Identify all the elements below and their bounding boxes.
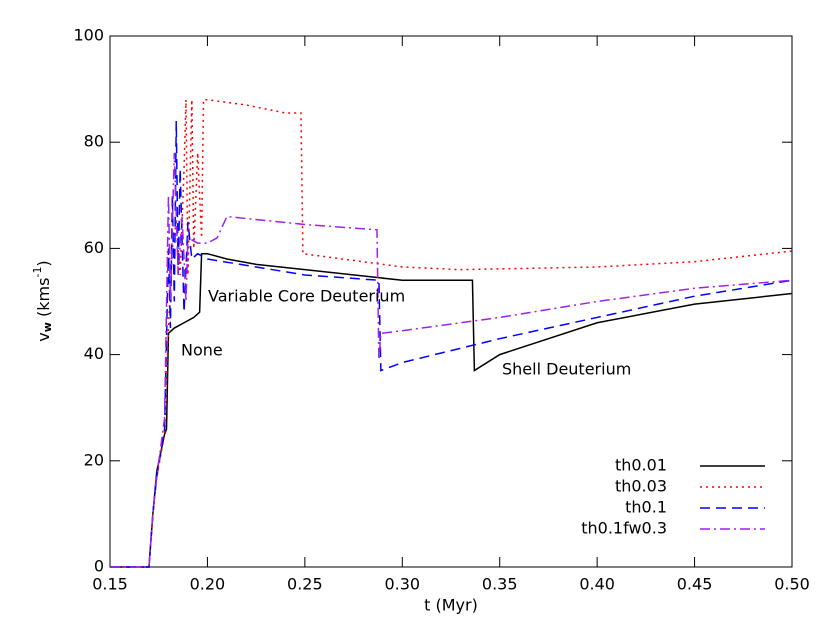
data-line bbox=[110, 120, 793, 568]
x-tick-label: 0.50 bbox=[774, 575, 810, 594]
x-tick-label: 0.15 bbox=[92, 575, 128, 594]
y-label-sup: -1 bbox=[31, 267, 44, 278]
y-label-main: v bbox=[34, 332, 53, 341]
legend-label: th0.01 bbox=[615, 456, 667, 475]
y-tick-label: 0 bbox=[94, 557, 104, 576]
y-tick-label: 40 bbox=[84, 344, 104, 363]
annotation: Variable Core Deuterium bbox=[208, 287, 405, 306]
legend-label: th0.1 bbox=[625, 498, 667, 517]
x-tick-label: 0.35 bbox=[482, 575, 518, 594]
x-tick-label: 0.40 bbox=[579, 575, 615, 594]
legend-label: th0.03 bbox=[615, 477, 667, 496]
y-tick-label: 100 bbox=[73, 26, 104, 45]
annotation: Shell Deuterium bbox=[502, 360, 631, 379]
x-tick-label: 0.30 bbox=[384, 575, 420, 594]
y-label-close: ) bbox=[34, 260, 53, 266]
y-tick-label: 20 bbox=[84, 450, 104, 469]
plot-frame bbox=[109, 35, 793, 568]
data-line bbox=[110, 152, 793, 568]
y-axis-label: vw (kms-1) bbox=[31, 260, 54, 341]
x-axis-label: t (Myr) bbox=[424, 596, 478, 615]
y-label-unit: (kms bbox=[34, 278, 53, 323]
x-tick-label: 0.20 bbox=[190, 575, 226, 594]
y-tick-label: 80 bbox=[84, 132, 104, 151]
x-tick-label: 0.25 bbox=[287, 575, 323, 594]
annotation: None bbox=[181, 341, 223, 360]
legend-label: th0.1fw0.3 bbox=[581, 519, 667, 538]
data-line bbox=[110, 98, 793, 568]
y-label-sub: w bbox=[41, 322, 54, 332]
x-tick-label: 0.45 bbox=[677, 575, 713, 594]
y-tick-label: 60 bbox=[84, 238, 104, 257]
